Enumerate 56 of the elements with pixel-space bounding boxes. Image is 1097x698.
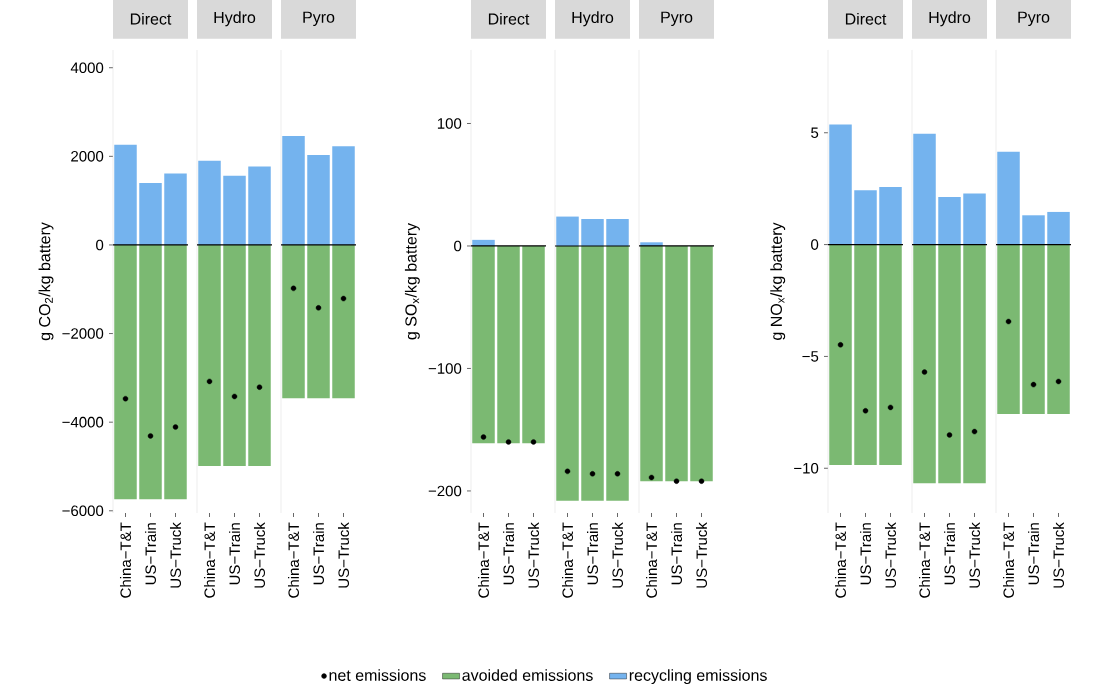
- chart-title: Pyro: [303, 11, 335, 26]
- x-tick-label: US−Truck: [169, 522, 181, 588]
- chart-title: Pyro: [661, 11, 693, 26]
- x-tick-label: US−Train: [859, 523, 872, 585]
- x-tick-label: US−Truck: [611, 522, 623, 588]
- y-tick-label: 0: [454, 240, 462, 252]
- y-tick-label: 0: [811, 239, 819, 250]
- x-tick-label: China−T&T: [561, 522, 574, 598]
- chart-title: Direct: [130, 12, 172, 25]
- x-tick-label: US−Train: [944, 523, 956, 585]
- x-tick-label: China−T&T: [477, 522, 490, 598]
- x-tick-label: China−T&T: [119, 522, 131, 598]
- x-tick-label: US−Train: [502, 523, 515, 585]
- chart-title: Direct: [845, 12, 887, 25]
- x-tick-label: US−Train: [670, 523, 683, 585]
- y-tick-label: 4000: [70, 62, 104, 74]
- x-tick-label: US−Train: [1028, 523, 1040, 585]
- y-tick-label: 5: [811, 127, 819, 138]
- legend-label: avoided emissions: [462, 669, 593, 681]
- x-tick-label: US−Truck: [253, 522, 265, 588]
- chart-title: Direct: [488, 12, 530, 25]
- x-tick-label: US−Truck: [695, 522, 708, 588]
- y-axis-title: g CO$_{2}$/kg battery: [38, 222, 54, 341]
- y-tick-label: −2000: [62, 328, 104, 339]
- y-tick-label: −5: [802, 351, 819, 362]
- x-tick-label: US−Train: [312, 523, 325, 585]
- x-tick-label: US−Truck: [1053, 522, 1065, 588]
- x-tick-label: China−T&T: [919, 522, 931, 598]
- y-tick-label: −100: [428, 363, 462, 374]
- y-tick-label: 2000: [71, 151, 104, 162]
- chart-title: Hydro: [214, 11, 256, 27]
- x-tick-label: US−Train: [144, 523, 156, 585]
- y-tick-label: 0: [96, 239, 104, 251]
- y-axis-title: g SO$_{x}$/kg battery: [404, 222, 420, 340]
- legend-label: net emissions: [329, 669, 426, 681]
- y-tick-label: 100: [437, 118, 462, 129]
- chart-title: Hydro: [572, 11, 614, 27]
- x-tick-label: China−T&T: [834, 522, 847, 598]
- y-tick-label: −200: [428, 485, 462, 497]
- x-tick-label: US−Train: [228, 523, 240, 585]
- x-tick-label: China−T&T: [287, 522, 300, 598]
- x-tick-label: US−Truck: [527, 522, 540, 588]
- x-tick-label: China−T&T: [1003, 522, 1015, 598]
- legend-label: recycling emissions: [629, 669, 767, 685]
- x-tick-label: US−Train: [586, 523, 599, 585]
- x-tick-label: China−T&T: [203, 522, 215, 598]
- x-tick-label: China−T&T: [645, 522, 658, 598]
- chart-title: Pyro: [1018, 11, 1050, 26]
- y-tick-label: −10: [794, 462, 819, 474]
- y-axis-title: g NO$_{x}$/kg battery: [770, 222, 786, 340]
- x-tick-label: US−Truck: [337, 522, 349, 588]
- x-tick-label: US−Truck: [884, 522, 897, 588]
- x-tick-label: US−Truck: [969, 522, 981, 588]
- chart-title: Hydro: [929, 11, 971, 27]
- y-tick-label: −4000: [62, 416, 104, 428]
- y-tick-label: −6000: [62, 505, 104, 517]
